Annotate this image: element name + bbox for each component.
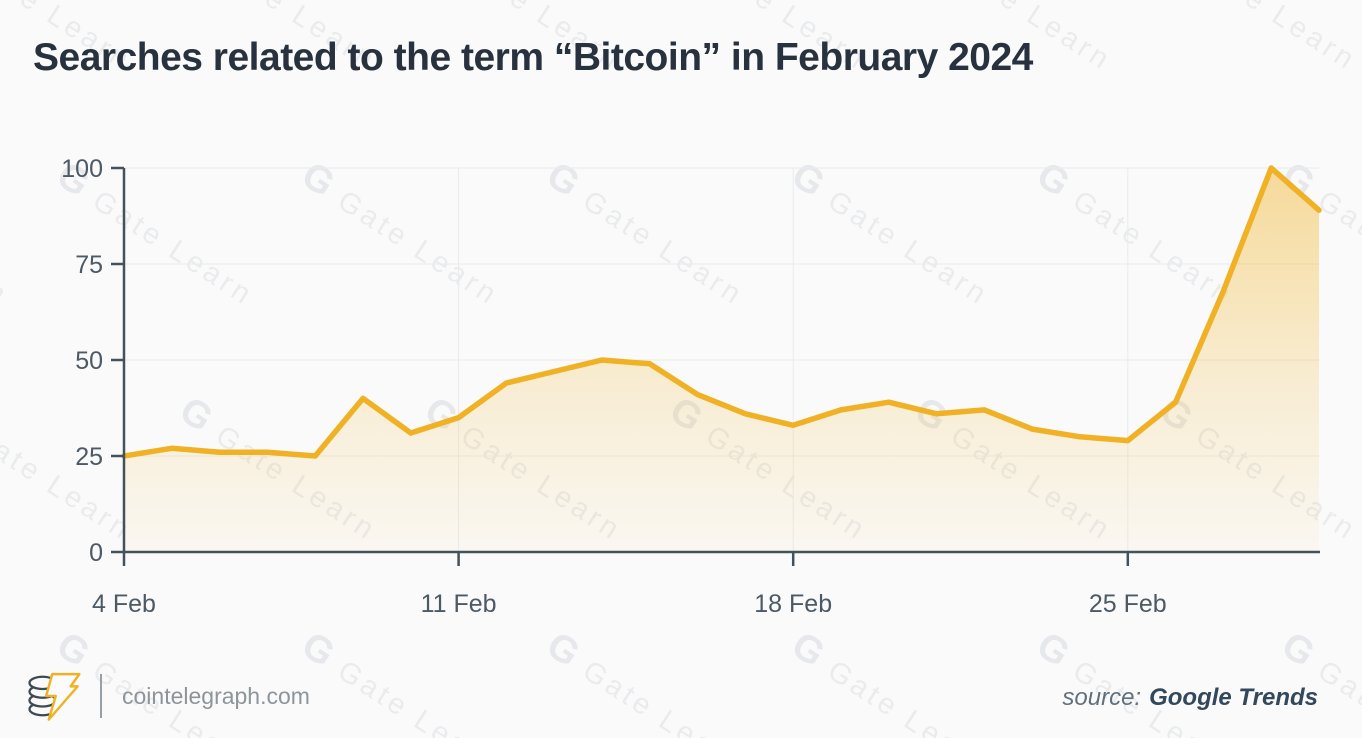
source-credit: source: Google Trends xyxy=(1062,684,1318,712)
brand-domain: cointelegraph.com xyxy=(122,682,310,709)
chart-title: Searches related to the term “Bitcoin” i… xyxy=(33,36,1033,79)
y-tick-label: 50 xyxy=(75,347,103,375)
x-tick-label: 11 Feb xyxy=(421,590,497,618)
searches-line xyxy=(121,165,1322,459)
x-tick-label: 25 Feb xyxy=(1089,590,1167,618)
y-tick-label: 75 xyxy=(75,251,103,279)
source-label: source: xyxy=(1062,684,1142,711)
y-tick-label: 0 xyxy=(89,539,103,567)
cointelegraph-logo-icon xyxy=(28,672,81,721)
footer-divider xyxy=(100,674,102,718)
x-tick-label: 4 Feb xyxy=(92,590,156,618)
lightning-bolt-icon xyxy=(44,672,81,721)
x-tick-label: 18 Feb xyxy=(754,590,832,618)
y-tick-label: 100 xyxy=(61,155,103,183)
brand-block: cointelegraph.com xyxy=(26,666,310,726)
source-name: Google Trends xyxy=(1149,684,1318,711)
searches-area xyxy=(124,168,1319,552)
y-tick-label: 25 xyxy=(75,443,103,471)
